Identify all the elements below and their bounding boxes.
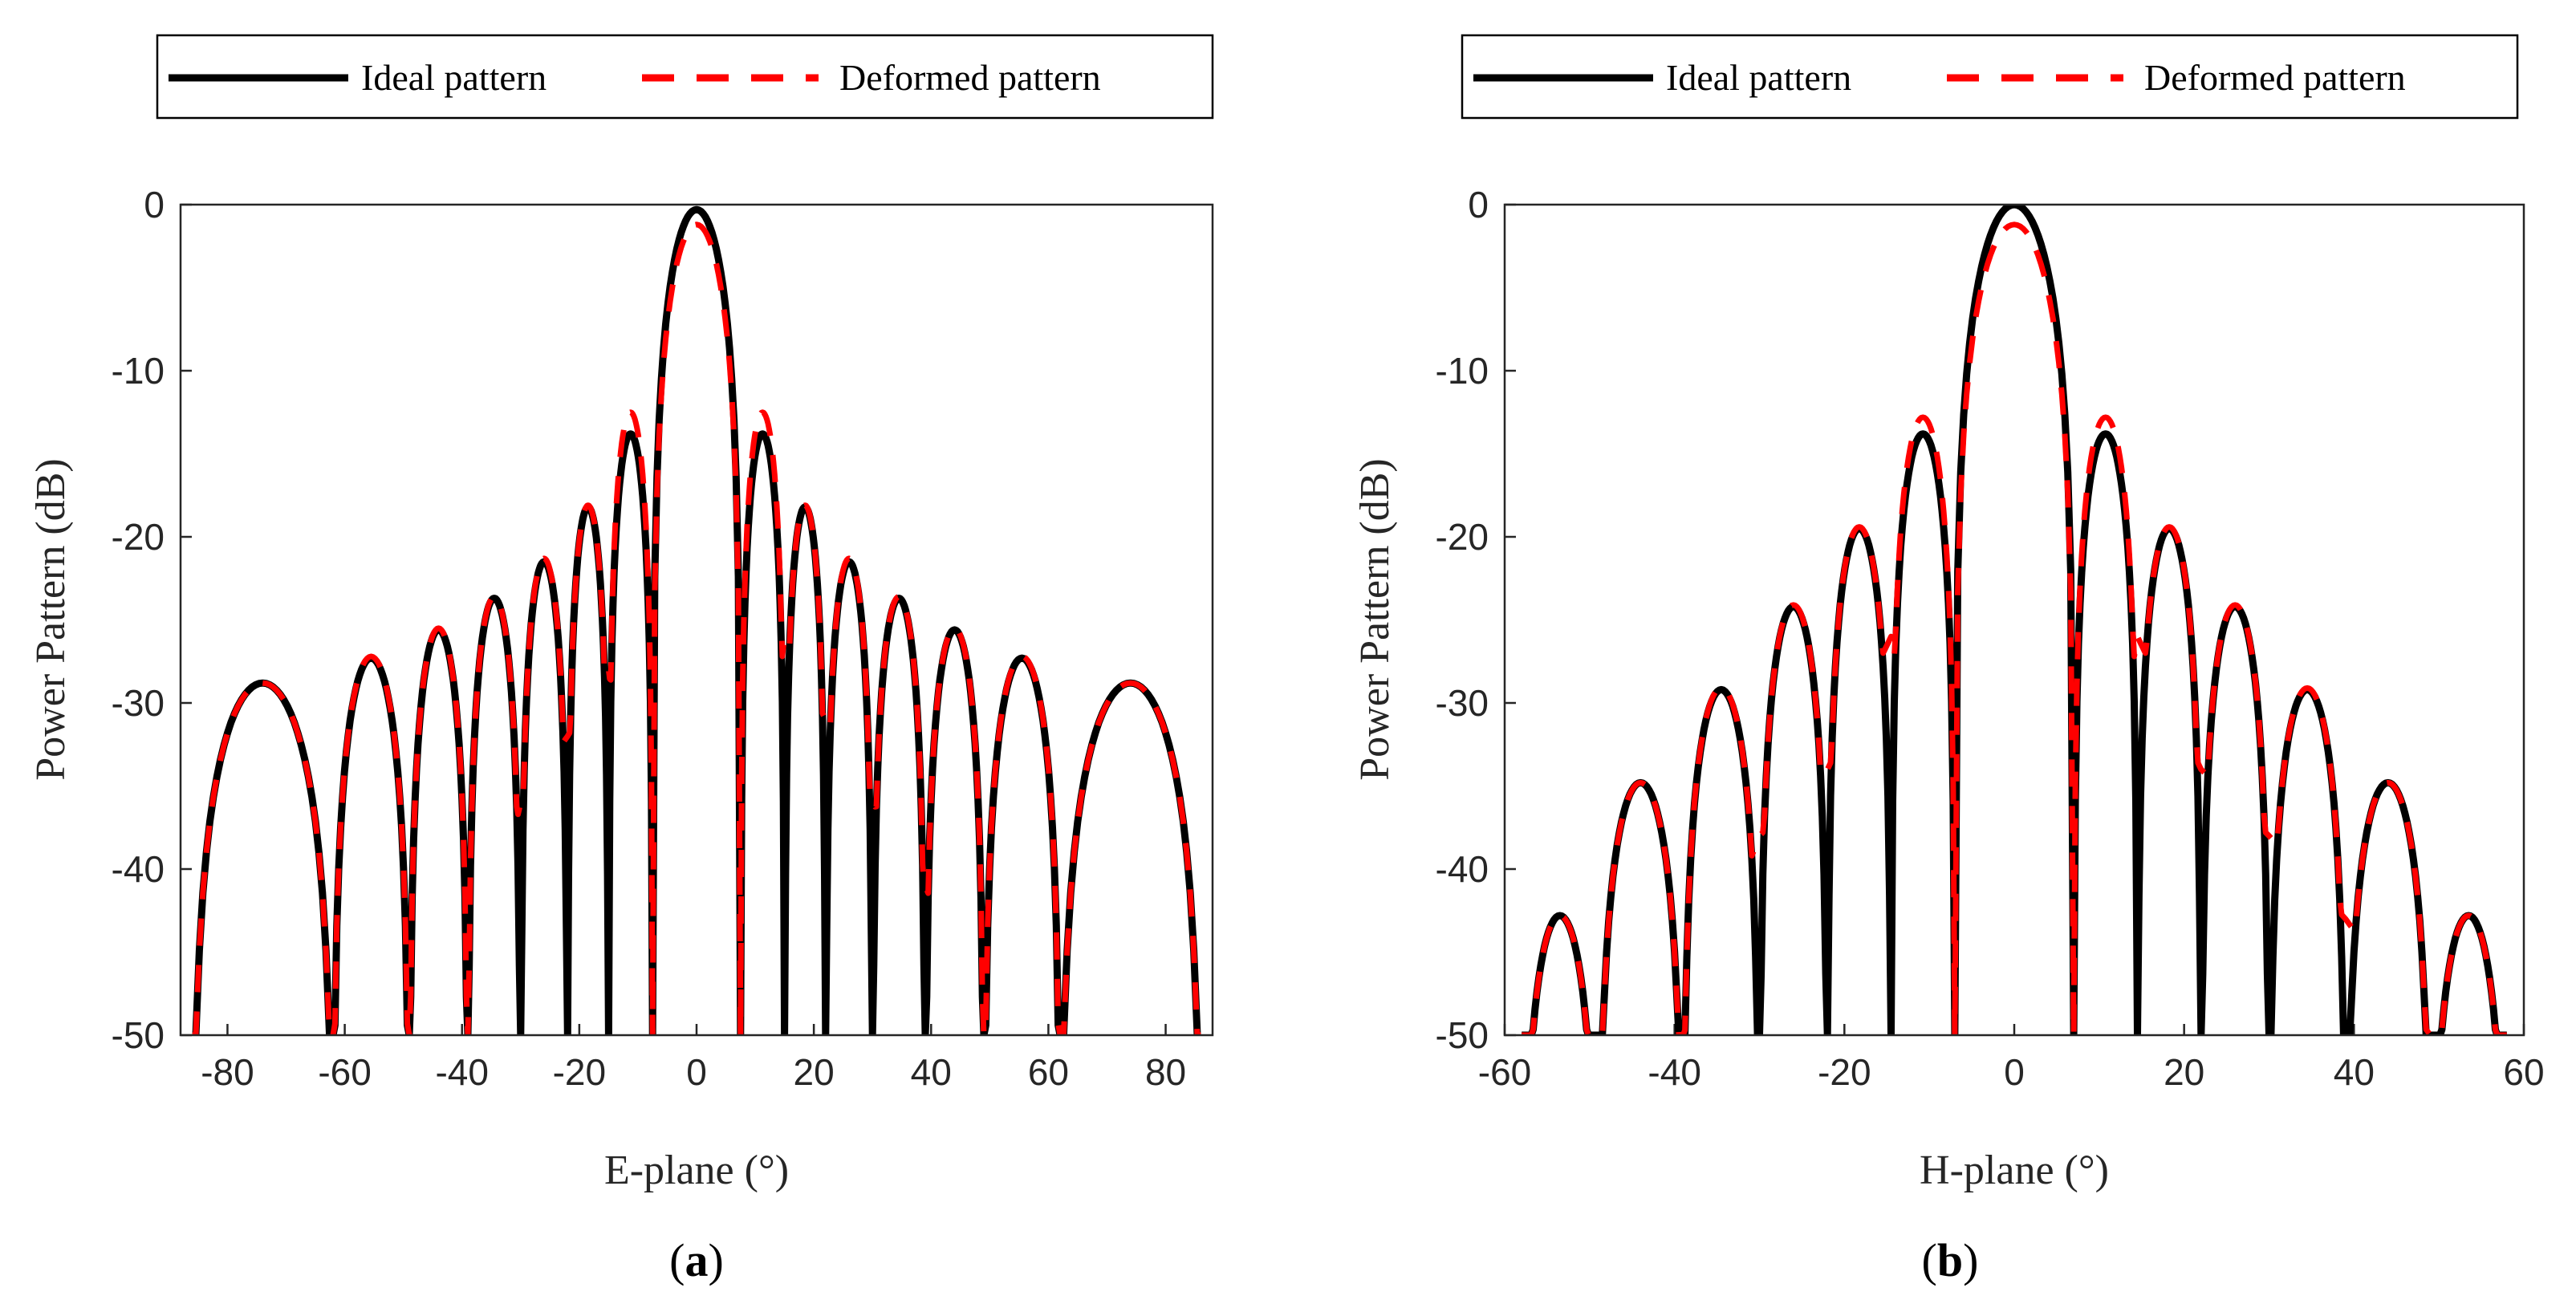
a-xtick-label: -60 bbox=[318, 1051, 371, 1093]
b-xtick-label: -40 bbox=[1648, 1051, 1700, 1093]
a-ytick-label: -50 bbox=[112, 1014, 165, 1056]
b-ticks: -60 -40 -20 0 20 40 60 0 -10 -20 -30 -40 -50 bbox=[1436, 184, 2545, 1093]
b-ytick-label: -50 bbox=[1436, 1014, 1489, 1056]
a-ytick-label: -30 bbox=[112, 682, 165, 724]
a-xtick-label: 0 bbox=[686, 1051, 707, 1093]
b-xlabel: H-plane (°) bbox=[1920, 1148, 2109, 1193]
a-xtick-label: -80 bbox=[201, 1051, 254, 1093]
panel-b: Ideal pattern Deformed pattern -60 -40 -20… bbox=[1352, 34, 2545, 1286]
a-axes-frame bbox=[179, 203, 1214, 1037]
b-xtick-label: 0 bbox=[2004, 1051, 2025, 1093]
a-ytick-label: -40 bbox=[112, 848, 165, 890]
legend-a-ideal-label: Ideal pattern bbox=[361, 57, 546, 98]
b-caption-letter: b bbox=[1937, 1234, 1963, 1286]
a-ticks: -80 -60 -40 -20 0 20 40 60 80 0 -10 -20 -30 -40 -50 bbox=[112, 184, 1187, 1093]
a-xtick-label: 80 bbox=[1145, 1051, 1186, 1093]
b-ytick-label: -20 bbox=[1436, 516, 1489, 558]
legend-b-deformed-label: Deformed pattern bbox=[2144, 57, 2406, 98]
a-series-deformed bbox=[192, 221, 1201, 1035]
legend-b-ideal-label: Ideal pattern bbox=[1666, 57, 1851, 98]
b-xtick-label: 40 bbox=[2334, 1051, 2375, 1093]
legend-a: Ideal pattern Deformed pattern bbox=[156, 34, 1214, 120]
legend-b-box bbox=[1461, 34, 2519, 120]
b-ytick-label: -30 bbox=[1436, 682, 1489, 724]
a-ytick-label: 0 bbox=[144, 184, 165, 225]
a-ytick-label: -20 bbox=[112, 516, 165, 558]
b-ytick-label: 0 bbox=[1468, 184, 1489, 225]
legend-b: Ideal pattern Deformed pattern bbox=[1461, 34, 2519, 120]
a-xtick-label: -20 bbox=[553, 1051, 606, 1093]
b-ytick-label: -40 bbox=[1436, 848, 1489, 890]
b-plot-area bbox=[1520, 205, 2509, 1035]
b-xtick-label: 20 bbox=[2164, 1051, 2204, 1093]
a-ytick-label: -10 bbox=[112, 350, 165, 392]
a-xtick-label: -40 bbox=[435, 1051, 488, 1093]
a-plot-area bbox=[192, 205, 1201, 1035]
panel-a: Ideal pattern Deformed pattern -80 -60 -40… bbox=[28, 34, 1214, 1286]
b-caption: (b) bbox=[1922, 1234, 1979, 1286]
a-caption: (a) bbox=[669, 1234, 724, 1286]
a-series-ideal bbox=[192, 205, 1201, 1035]
b-xtick-label: -20 bbox=[1818, 1051, 1871, 1093]
a-xtick-label: 20 bbox=[794, 1051, 835, 1093]
a-ylabel: Power Pattern (dB) bbox=[28, 458, 74, 780]
b-series-deformed bbox=[1521, 221, 2508, 1035]
a-xtick-label: 40 bbox=[911, 1051, 952, 1093]
b-ytick-label: -10 bbox=[1436, 350, 1489, 392]
b-ylabel: Power Pattern (dB) bbox=[1352, 458, 1398, 780]
legend-a-deformed-label: Deformed pattern bbox=[839, 57, 1101, 98]
b-xtick-label: -60 bbox=[1478, 1051, 1531, 1093]
b-xtick-label: 60 bbox=[2503, 1051, 2544, 1093]
a-xlabel: E-plane (°) bbox=[604, 1148, 789, 1193]
b-axes-frame bbox=[1503, 203, 2525, 1037]
a-caption-letter: a bbox=[685, 1234, 709, 1286]
a-xtick-label: 60 bbox=[1028, 1051, 1069, 1093]
